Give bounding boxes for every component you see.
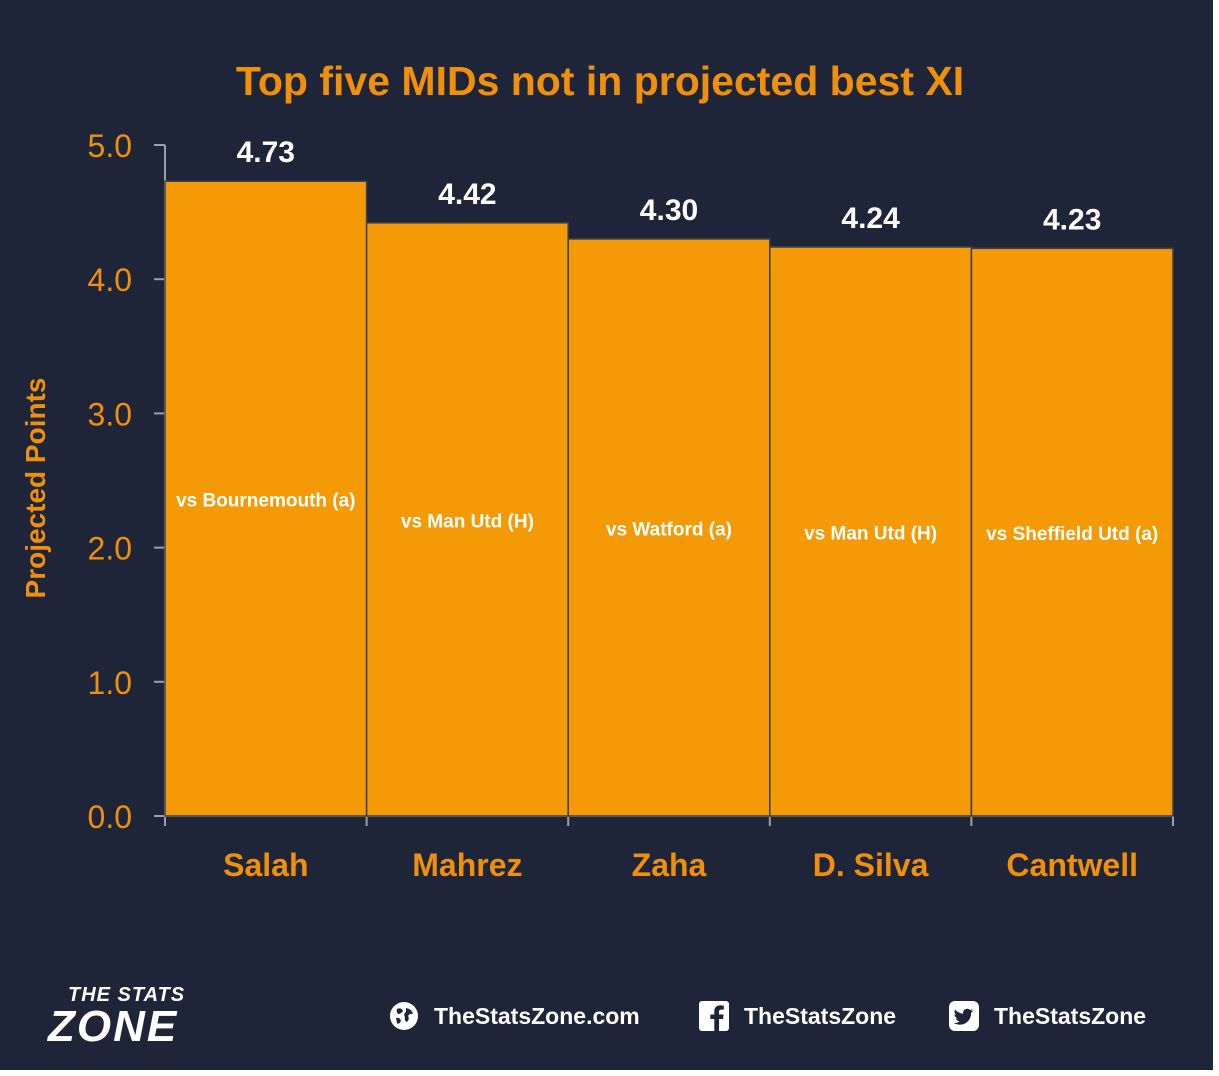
y-tick-label: 0.0 [88, 799, 132, 835]
globe-icon [388, 1000, 420, 1032]
bar [769, 246, 973, 817]
bar-fixture-label: vs Watford (a) [606, 519, 732, 540]
facebook-link[interactable]: TheStatsZone [698, 1000, 896, 1032]
x-tick-label: Cantwell [1006, 847, 1138, 883]
bar-value-label: 4.30 [640, 194, 698, 227]
facebook-text: TheStatsZone [744, 1002, 897, 1029]
bar-value-label: 4.23 [1043, 203, 1101, 236]
bar [567, 238, 771, 817]
bar-value-label: 4.42 [438, 178, 496, 211]
footer: THE STATS ZONE TheStatsZone.com TheStats… [0, 980, 1210, 1070]
facebook-icon [698, 1000, 730, 1032]
bar [365, 222, 569, 817]
website-text: TheStatsZone.com [434, 1002, 640, 1029]
y-tick-label: 4.0 [88, 262, 132, 298]
bar-fixture-label: vs Man Utd (H) [401, 511, 534, 532]
x-tick-label: Zaha [632, 847, 707, 883]
y-tick-label: 1.0 [88, 665, 132, 701]
brand-logo-top: THE STATS [68, 984, 186, 1006]
bar [970, 247, 1174, 817]
bar [164, 180, 368, 817]
twitter-text: TheStatsZone [994, 1002, 1147, 1029]
bar-value-label: 4.73 [237, 136, 295, 169]
x-tick-label: D. Silva [813, 847, 929, 883]
twitter-link[interactable]: TheStatsZone [948, 1000, 1146, 1032]
website-link[interactable]: TheStatsZone.com [388, 1000, 640, 1032]
bar-fixture-label: vs Man Utd (H) [804, 523, 937, 544]
y-tick-label: 5.0 [88, 128, 132, 164]
chart-title: Top five MIDs not in projected best XI [235, 58, 965, 104]
x-tick-label: Salah [223, 847, 308, 883]
y-tick-label: 2.0 [88, 531, 132, 567]
bar-fixture-label: vs Bournemouth (a) [176, 491, 355, 512]
y-tick-label: 3.0 [88, 396, 132, 432]
x-tick-label: Mahrez [412, 847, 522, 883]
bar-chart: 0.0 1.0 2.0 3.0 4.0 5.0 4.73 vs Bournemouth (a)… [88, 128, 1174, 883]
twitter-icon [948, 1000, 980, 1032]
bar-value-label: 4.24 [841, 202, 900, 235]
bar-fixture-label: vs Sheffield Utd (a) [986, 524, 1158, 545]
brand-logo-bottom: ZONE [48, 1002, 179, 1051]
